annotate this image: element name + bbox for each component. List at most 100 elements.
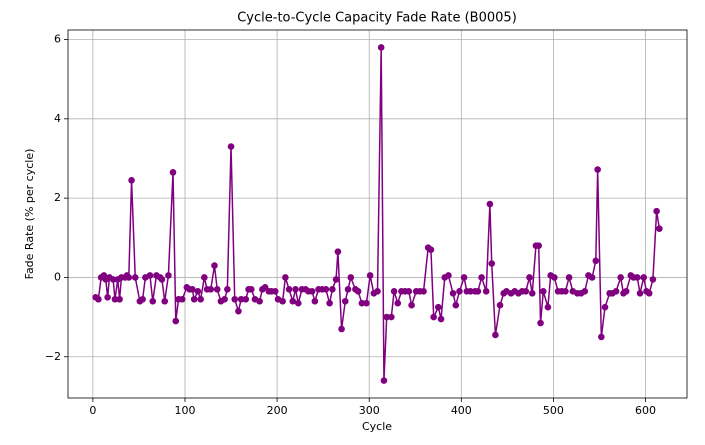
data-point xyxy=(190,295,198,303)
data-point xyxy=(420,288,427,295)
data-point xyxy=(221,295,228,303)
data-point xyxy=(139,295,146,303)
data-point xyxy=(366,272,374,279)
data-point xyxy=(594,166,601,173)
data-point xyxy=(213,286,221,293)
data-point xyxy=(116,295,123,303)
data-point xyxy=(341,297,349,305)
data-point xyxy=(194,288,202,295)
data-point xyxy=(551,274,558,281)
data-point xyxy=(178,295,186,303)
data-point xyxy=(598,333,605,341)
x-tick-label: 500 xyxy=(543,404,564,417)
data-point xyxy=(562,288,569,295)
data-point xyxy=(408,301,415,309)
data-point xyxy=(149,297,157,305)
data-point xyxy=(237,295,245,303)
data-point xyxy=(169,169,177,176)
data-point xyxy=(496,301,504,309)
data-point xyxy=(581,288,589,295)
data-point xyxy=(227,143,235,150)
data-point xyxy=(388,313,395,321)
data-point xyxy=(256,297,263,305)
data-point xyxy=(430,313,437,321)
data-line xyxy=(95,47,661,381)
data-point xyxy=(308,288,316,295)
data-point xyxy=(334,248,342,255)
data-point xyxy=(645,290,653,297)
data-point xyxy=(329,286,336,293)
data-point xyxy=(172,317,180,325)
data-point xyxy=(617,274,624,281)
y-tick-label: 4 xyxy=(54,112,61,125)
x-tick-label: 200 xyxy=(267,404,288,417)
data-point xyxy=(289,297,297,305)
data-point xyxy=(526,274,533,281)
data-point xyxy=(358,299,366,307)
data-point xyxy=(612,288,620,295)
data-point xyxy=(235,307,242,315)
data-point xyxy=(189,286,196,293)
data-point xyxy=(363,299,370,307)
y-tick-label: 2 xyxy=(54,191,61,204)
data-point xyxy=(354,288,362,295)
data-point xyxy=(207,286,215,293)
data-point xyxy=(347,274,355,281)
x-tick-label: 100 xyxy=(174,404,195,417)
data-point xyxy=(449,290,457,297)
data-point xyxy=(292,286,299,293)
x-tick-label: 400 xyxy=(451,404,472,417)
data-point xyxy=(322,286,330,293)
data-point xyxy=(537,319,544,327)
y-tick-label: 6 xyxy=(54,33,61,46)
data-point xyxy=(211,262,218,269)
data-point xyxy=(158,276,166,283)
data-point xyxy=(279,297,286,305)
data-point xyxy=(474,288,482,295)
data-point xyxy=(374,288,381,295)
data-point xyxy=(294,299,302,307)
data-point xyxy=(326,299,333,307)
data-point xyxy=(377,44,385,51)
x-tick-label: 300 xyxy=(359,404,380,417)
data-point xyxy=(633,274,641,281)
data-point xyxy=(344,286,352,293)
data-point xyxy=(197,295,204,303)
y-tick-label: −2 xyxy=(45,350,61,363)
data-point xyxy=(248,286,255,293)
data-point xyxy=(486,200,494,208)
data-point xyxy=(565,274,573,281)
plot-frame xyxy=(67,29,688,399)
x-axis-label: Cycle xyxy=(362,420,392,433)
data-point xyxy=(456,288,463,295)
data-point xyxy=(601,303,609,311)
data-point xyxy=(104,293,111,301)
chart-title: Cycle-to-Cycle Capacity Fade Rate (B0005… xyxy=(237,11,517,26)
data-point xyxy=(242,295,250,303)
data-point xyxy=(437,315,445,323)
data-point xyxy=(338,325,345,333)
data-point xyxy=(467,288,474,295)
data-point xyxy=(405,288,413,295)
data-point xyxy=(592,257,600,265)
data-point xyxy=(492,331,499,339)
data-point xyxy=(540,288,547,295)
data-point xyxy=(224,286,231,293)
data-point xyxy=(201,274,208,281)
data-point xyxy=(282,274,289,281)
data-point xyxy=(111,295,119,303)
data-point xyxy=(332,276,340,283)
data-point xyxy=(390,288,398,295)
data-point xyxy=(544,303,552,311)
data-point xyxy=(452,301,460,309)
data-point xyxy=(125,274,133,281)
data-point xyxy=(528,290,536,297)
data-point xyxy=(460,274,468,281)
data-point xyxy=(649,276,657,283)
data-point xyxy=(128,176,135,184)
data-point xyxy=(622,288,630,295)
data-point xyxy=(445,272,452,279)
data-point xyxy=(394,299,402,307)
data-point xyxy=(146,272,154,279)
